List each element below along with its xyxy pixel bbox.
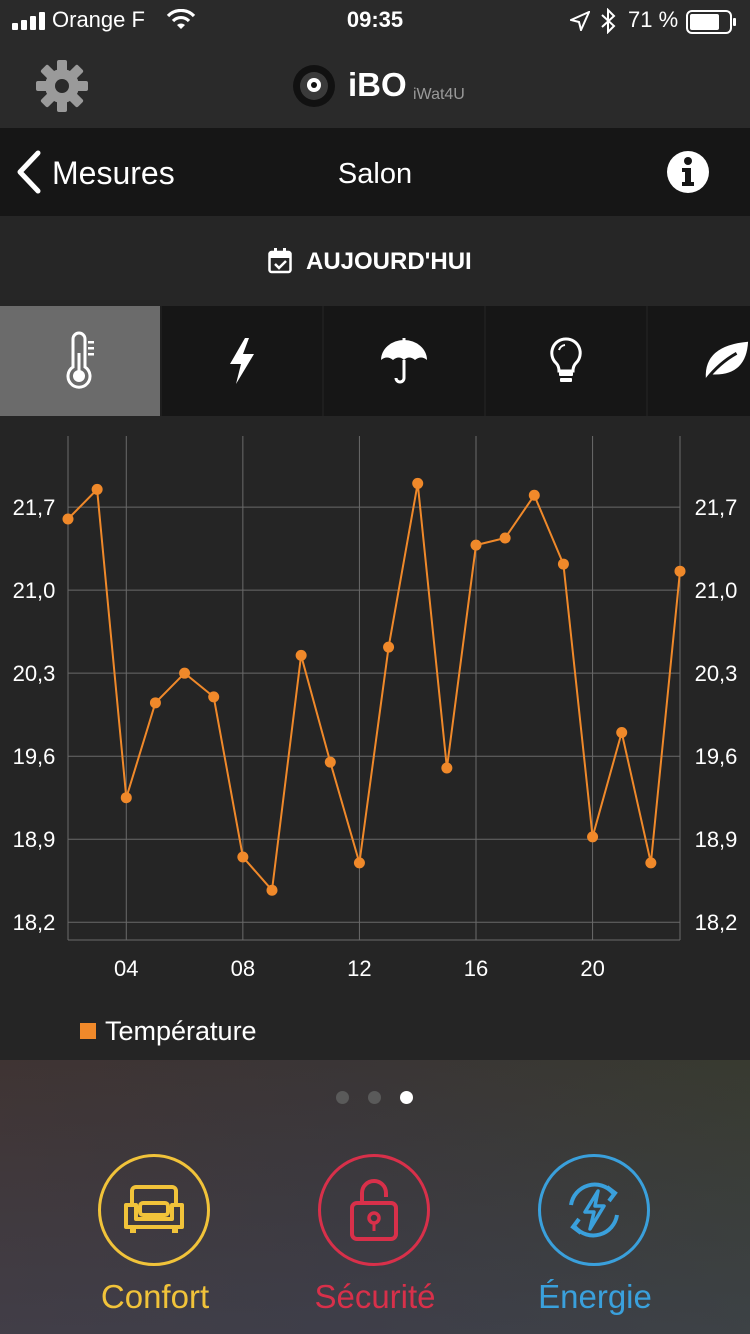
status-bar: Orange F 09:35 71 % — [0, 0, 750, 44]
temperature-series-line — [67, 483, 681, 893]
location-arrow-icon — [570, 11, 590, 31]
wifi-icon — [166, 9, 196, 29]
y-tick-label-right: 18,2 — [695, 910, 738, 935]
data-point — [120, 792, 132, 804]
temperature-chart: 18,2 18,9 19,6 20,3 21,0 21,7 18,2 18,9 19,6 20,… — [0, 416, 750, 1060]
measure-tabs — [0, 306, 750, 416]
page-dot-3[interactable] — [400, 1091, 413, 1104]
back-label: Mesures — [52, 155, 175, 191]
confort-button[interactable] — [98, 1154, 210, 1266]
battery-icon — [686, 10, 736, 34]
thermometer-icon — [66, 331, 94, 389]
y-tick-label-left: 19,6 — [13, 744, 56, 769]
chevron-left-icon — [17, 150, 41, 194]
data-point — [266, 884, 278, 896]
brand-subtitle: iWat4U — [413, 86, 465, 103]
data-point — [528, 489, 540, 501]
umbrella-icon — [381, 338, 427, 384]
y-tick-label-left: 18,2 — [13, 910, 56, 935]
brand-name: iBO — [348, 66, 407, 103]
tab-lighting[interactable] — [486, 306, 646, 416]
y-tick-label-right: 19,6 — [695, 744, 738, 769]
date-filter-label: AUJOURD'HUI — [306, 248, 472, 275]
y-tick-label-left: 20,3 — [13, 661, 56, 686]
x-tick-label: 04 — [114, 956, 138, 981]
data-point — [441, 762, 453, 774]
energie-button[interactable] — [538, 1154, 650, 1266]
data-point — [674, 565, 686, 577]
y-tick-label-left: 18,9 — [13, 827, 56, 852]
data-point — [412, 477, 424, 489]
y-tick-label-right: 20,3 — [695, 661, 738, 686]
data-point — [149, 697, 161, 709]
ibo-logo-icon — [293, 65, 335, 107]
date-filter-bar[interactable]: AUJOURD'HUI — [0, 216, 750, 306]
data-point — [237, 851, 249, 863]
data-point — [62, 513, 74, 525]
y-tick-label-right: 21,0 — [695, 578, 738, 603]
tab-temperature[interactable] — [0, 306, 160, 416]
data-point — [470, 539, 482, 551]
securite-label: Sécurité — [314, 1278, 436, 1315]
page-dot-1[interactable] — [336, 1091, 349, 1104]
data-point — [383, 641, 395, 653]
tab-electricity[interactable] — [162, 306, 322, 416]
data-point — [499, 532, 511, 544]
signal-icon — [12, 12, 45, 30]
x-tick-label: 08 — [231, 956, 255, 981]
clock: 09:35 — [346, 7, 404, 32]
x-tick-label: 16 — [464, 956, 488, 981]
back-button[interactable]: Mesures — [14, 146, 214, 198]
page-title: Salon — [337, 158, 413, 190]
securite-button[interactable] — [318, 1154, 430, 1266]
page-dot-2[interactable] — [368, 1091, 381, 1104]
line-chart: 18,2 18,9 19,6 20,3 21,0 21,7 18,2 18,9 19,6 20,… — [13, 436, 738, 981]
legend-label: Température — [105, 1016, 257, 1046]
data-point — [616, 726, 628, 738]
data-point — [295, 649, 307, 661]
data-point — [645, 857, 657, 869]
app-header: iBO iWat4U — [0, 44, 750, 129]
y-tick-label-right: 21,7 — [695, 495, 738, 520]
navigation-bar: Mesures Salon — [0, 128, 750, 217]
sofa-icon — [124, 1185, 184, 1233]
energy-cycle-icon — [569, 1182, 619, 1238]
data-point — [587, 831, 599, 843]
data-point — [91, 483, 103, 495]
data-point — [557, 558, 569, 570]
info-icon[interactable] — [666, 150, 710, 194]
gear-icon[interactable] — [35, 59, 89, 113]
bottom-navigation: Confort Sécurité Énergie — [0, 1060, 750, 1334]
calendar-icon — [268, 248, 292, 274]
y-tick-label-right: 18,9 — [695, 827, 738, 852]
y-tick-label-left: 21,0 — [13, 578, 56, 603]
data-point — [208, 691, 220, 703]
confort-label: Confort — [100, 1278, 210, 1315]
bluetooth-icon — [601, 8, 616, 34]
unlocked-padlock-icon — [350, 1179, 398, 1241]
lightbulb-icon — [550, 337, 582, 382]
tab-ecology[interactable] — [648, 306, 750, 416]
carrier-name: Orange F — [52, 7, 145, 32]
x-tick-label: 20 — [580, 956, 604, 981]
data-point — [179, 667, 191, 679]
leaf-icon — [704, 341, 749, 382]
data-point — [353, 857, 365, 869]
y-tick-label-left: 21,7 — [13, 495, 56, 520]
lightning-icon — [230, 338, 254, 384]
x-tick-label: 12 — [347, 956, 371, 981]
legend-swatch — [80, 1023, 96, 1039]
data-point — [324, 756, 336, 768]
battery-percent: 71 % — [628, 7, 679, 32]
energie-label: Énergie — [538, 1278, 652, 1315]
tab-weather[interactable] — [324, 306, 484, 416]
